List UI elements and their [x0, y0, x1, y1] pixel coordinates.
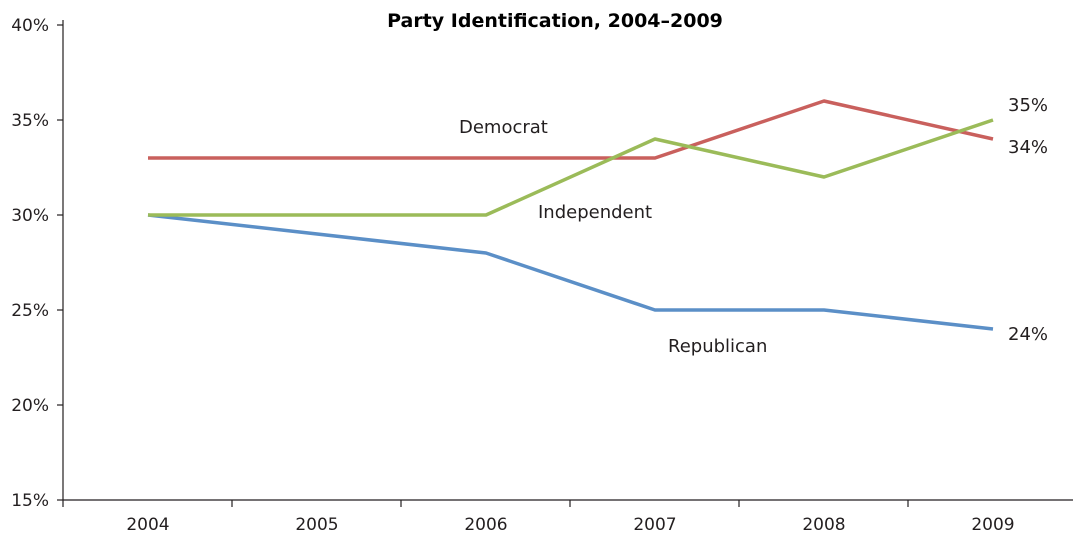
y-tick-label: 20%	[11, 396, 49, 416]
end-value-label: 35%	[1008, 95, 1048, 116]
y-tick-label: 30%	[11, 206, 49, 226]
x-tick-label: 2005	[295, 515, 338, 535]
x-tick-label: 2007	[633, 515, 676, 535]
series-name-label: Republican	[668, 336, 767, 357]
series-name-label: Democrat	[459, 117, 548, 138]
series-lines	[147, 99, 994, 331]
axes: 15% 20% 25% 30% 35% 40% 2004 2005 2006 2007 2008 20…	[11, 16, 1073, 535]
end-value-label: 24%	[1008, 324, 1048, 345]
y-tick-label: 25%	[11, 301, 49, 321]
series-labels: Democrat 34% Independent 35% Republican 24%	[459, 95, 1048, 357]
y-tick-label: 35%	[11, 111, 49, 131]
series-line-independent	[148, 118, 994, 217]
series-line-republican	[147, 213, 994, 331]
y-tick-label: 40%	[11, 16, 49, 36]
y-tick-label: 15%	[11, 491, 49, 511]
end-value-label: 34%	[1008, 137, 1048, 158]
x-tick-label: 2006	[464, 515, 507, 535]
x-tick-label: 2008	[802, 515, 845, 535]
series-line-democrat	[148, 99, 994, 160]
chart-title: Party Identification, 2004–2009	[387, 10, 723, 32]
x-tick-label: 2009	[971, 515, 1014, 535]
x-tick-label: 2004	[126, 515, 169, 535]
series-name-label: Independent	[538, 202, 652, 223]
